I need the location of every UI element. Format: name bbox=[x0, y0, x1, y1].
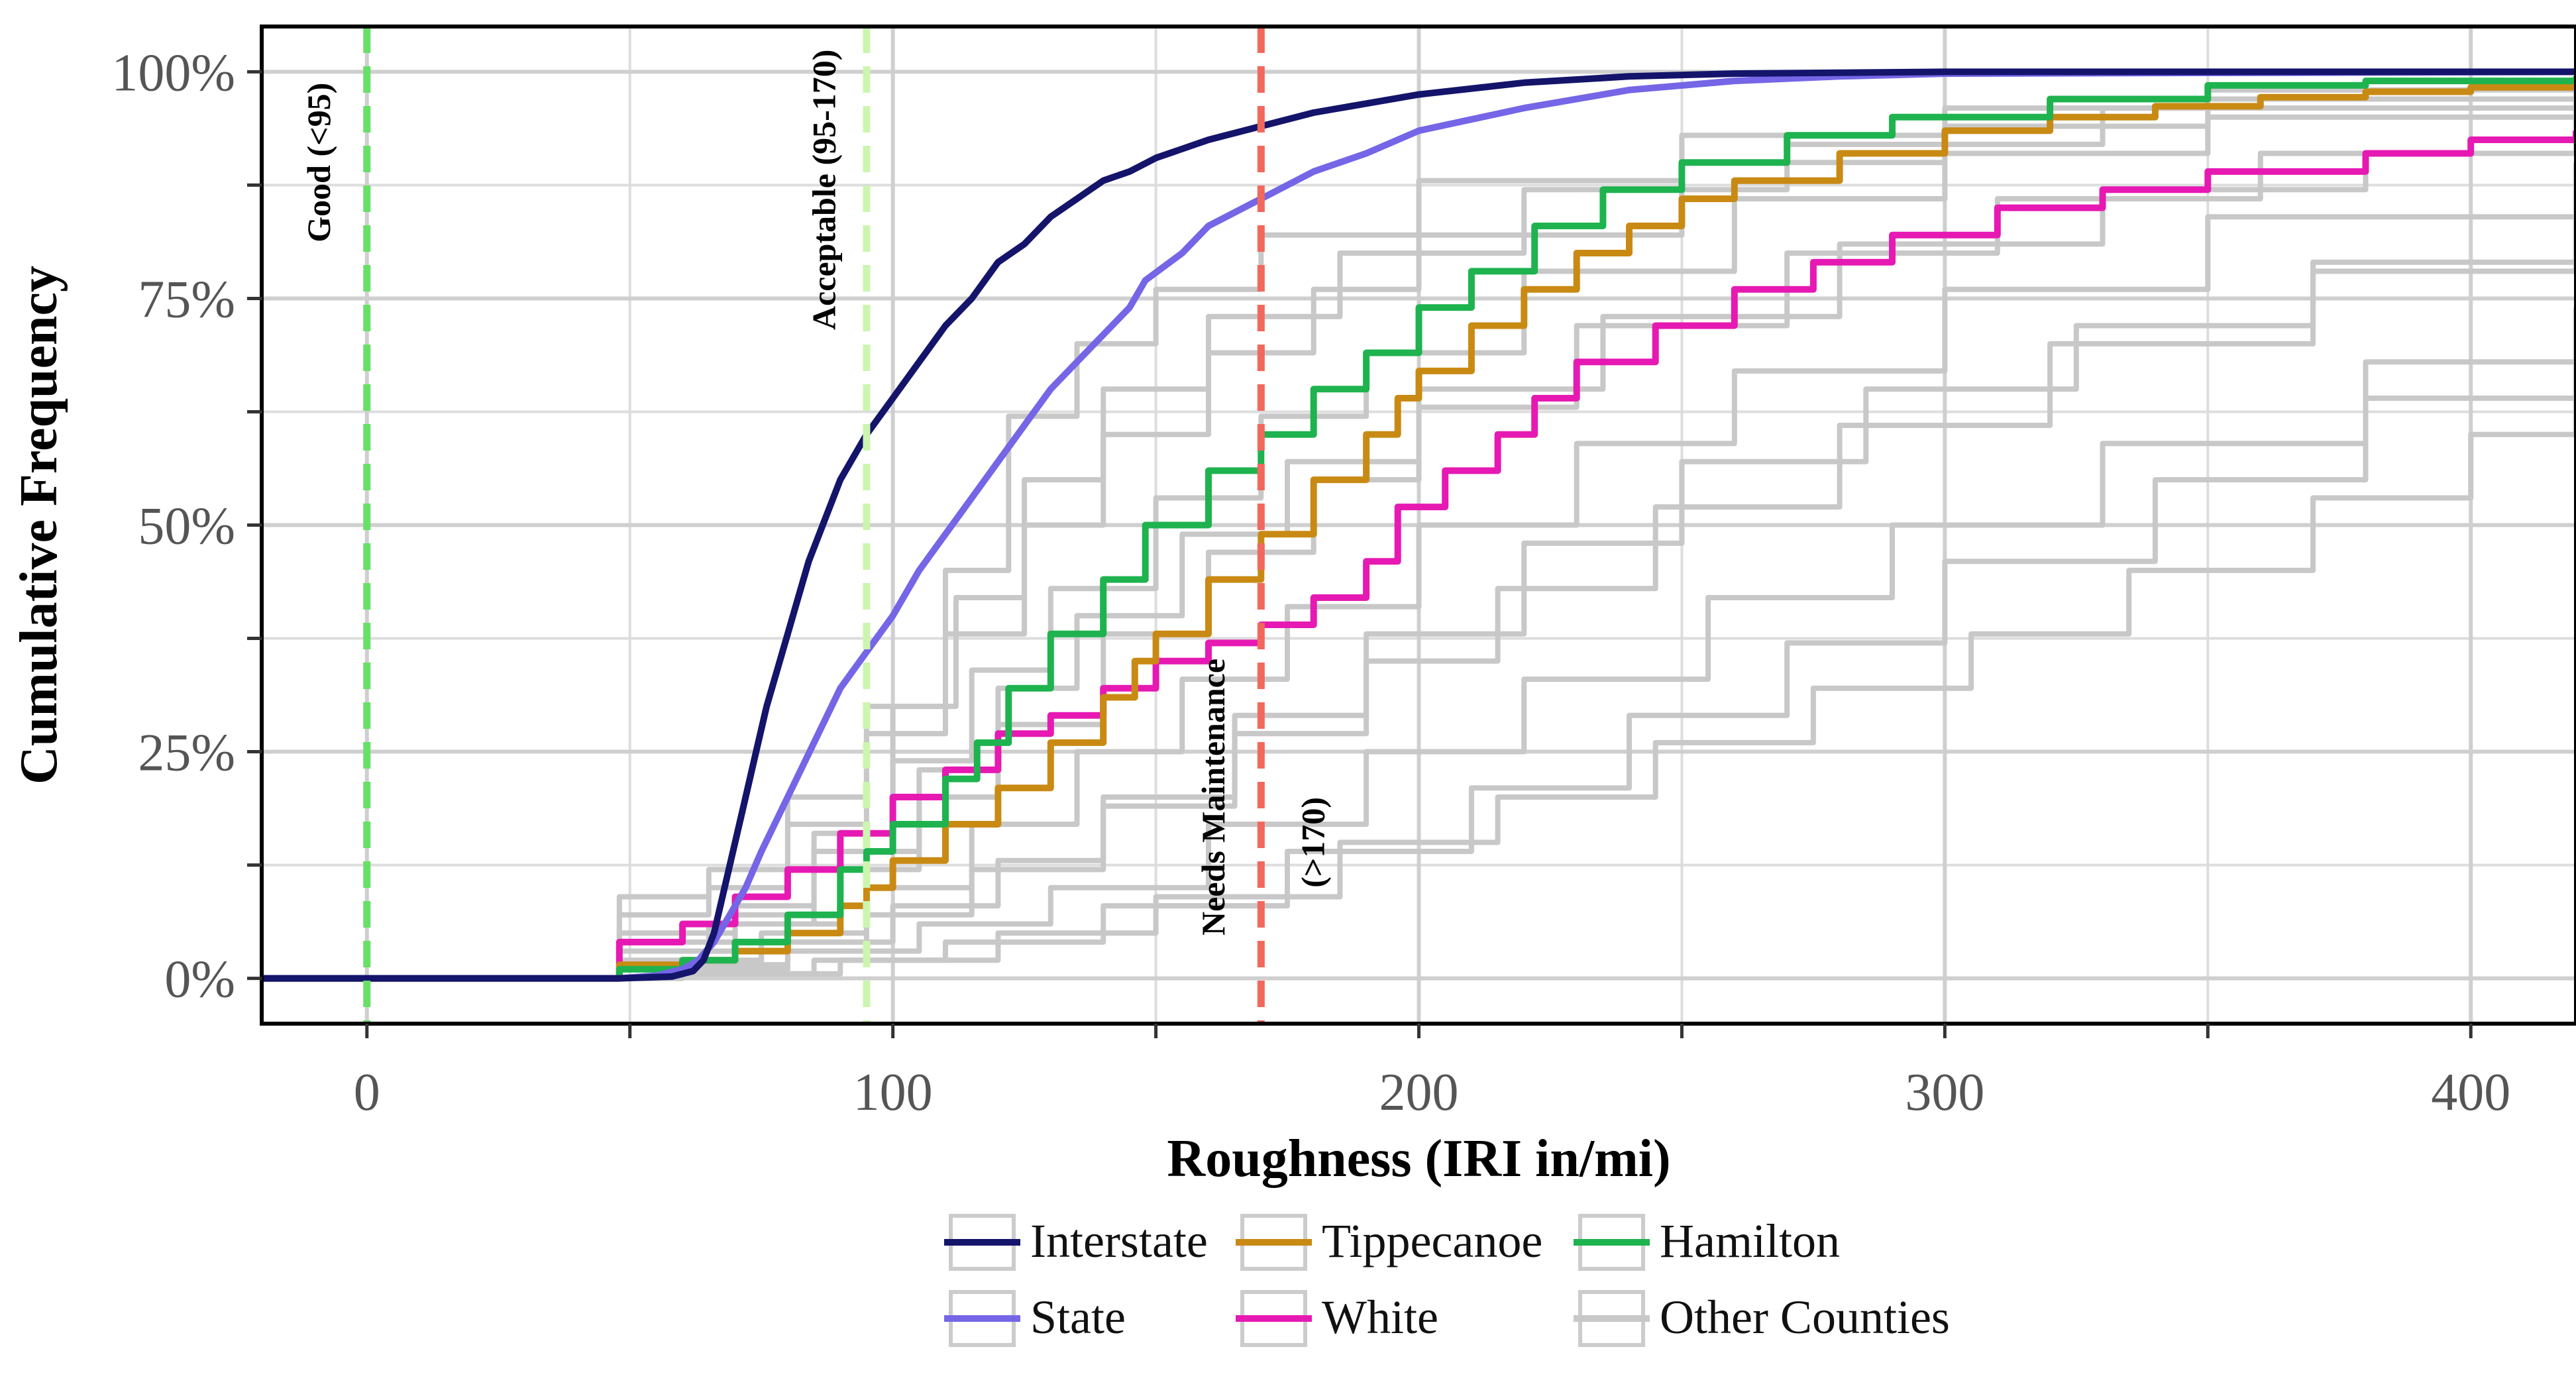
threshold-label-good: Good (<95) bbox=[300, 83, 337, 242]
threshold-label-needs-maintenance-range: (>170) bbox=[1295, 797, 1332, 888]
legend-label-tippecanoe: Tippecanoe bbox=[1322, 1214, 1542, 1267]
series-line-other-county-11 bbox=[262, 235, 2576, 981]
legend-item-white: White bbox=[1236, 1290, 1438, 1347]
series-line-other-county-8 bbox=[262, 380, 2576, 981]
x-tick-label: 400 bbox=[2431, 1063, 2510, 1122]
series-line-hamilton bbox=[262, 76, 2576, 982]
legend-label-hamilton: Hamilton bbox=[1660, 1214, 1840, 1267]
series-line-state bbox=[262, 68, 2576, 982]
legend-item-tippecanoe: Tippecanoe bbox=[1236, 1214, 1542, 1271]
y-tick-label: 50% bbox=[138, 498, 235, 556]
threshold-label-needs-maintenance: Needs Maintenance bbox=[1195, 659, 1232, 936]
axes: 0 100 200 300 400 0% 25% 50% 75% 100% Roughness (I… bbox=[10, 44, 2510, 1188]
series-line-interstate bbox=[262, 68, 2576, 982]
series-line-other-county-12 bbox=[262, 343, 2576, 981]
legend-label-interstate: Interstate bbox=[1030, 1214, 1208, 1267]
x-tick-label: 100 bbox=[853, 1063, 933, 1122]
legend-label-state: State bbox=[1030, 1291, 1126, 1344]
y-tick-label: 0% bbox=[164, 951, 235, 1009]
threshold-label-acceptable: Acceptable (95-170) bbox=[805, 50, 842, 331]
y-tick-label: 100% bbox=[111, 44, 235, 102]
legend-item-other-counties: Other Counties bbox=[1574, 1290, 1950, 1347]
y-tick-label: 75% bbox=[138, 270, 235, 329]
series-line-other-county-3 bbox=[262, 94, 2576, 981]
series-lines bbox=[262, 68, 2576, 982]
legend-label-white: White bbox=[1322, 1291, 1438, 1344]
y-tick-label: 25% bbox=[138, 724, 235, 782]
legend-item-hamilton: Hamilton bbox=[1574, 1214, 1840, 1271]
legend-label-other-counties: Other Counties bbox=[1660, 1291, 1950, 1344]
x-axis-title: Roughness (IRI in/mi) bbox=[1167, 1130, 1670, 1188]
series-line-other-county-6 bbox=[262, 199, 2576, 981]
x-tick-label: 300 bbox=[1905, 1063, 1984, 1122]
threshold-lines: Good (<95) Acceptable (95-170) Needs Maint… bbox=[300, 27, 1332, 1024]
legend-item-interstate: Interstate bbox=[944, 1214, 1208, 1271]
series-line-white bbox=[262, 131, 2576, 982]
legend-item-state: State bbox=[944, 1290, 1126, 1347]
y-axis-title: Cumulative Frequency bbox=[10, 266, 68, 784]
x-tick-label: 0 bbox=[354, 1063, 380, 1122]
x-tick-label: 200 bbox=[1379, 1063, 1459, 1122]
legend: Interstate State Tippecanoe White Hamilton Ot… bbox=[944, 1214, 1950, 1347]
